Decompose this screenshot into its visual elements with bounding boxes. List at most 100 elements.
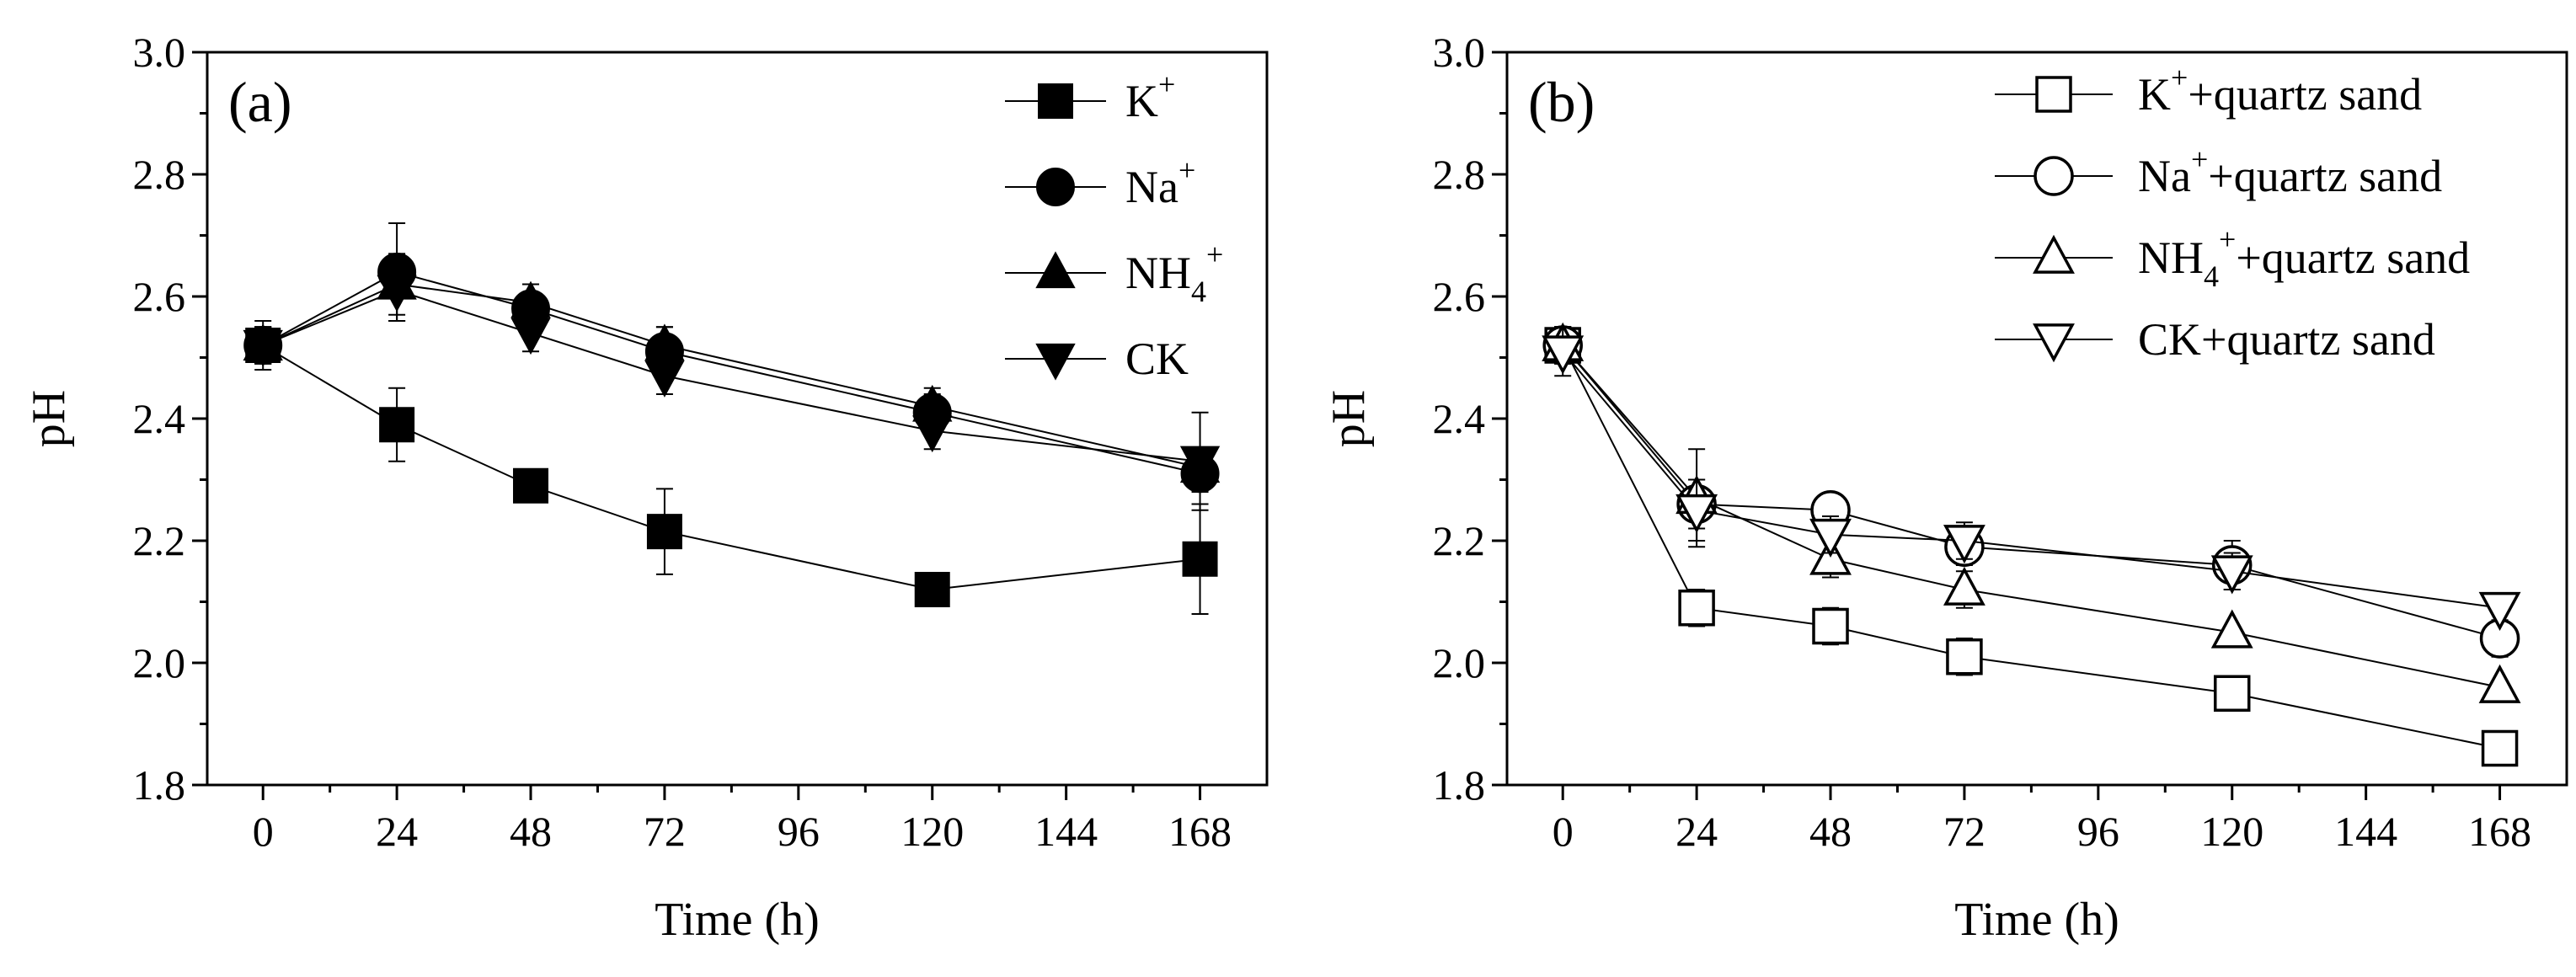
legend-label: K++quartz sand <box>2138 61 2422 120</box>
y-tick-label: 2.4 <box>1433 395 1486 442</box>
x-axis-title: Time (h) <box>1954 894 2119 946</box>
data-point <box>1182 541 1218 577</box>
legend-label-tail: +quartz sand <box>2201 314 2435 365</box>
legend-label-base: NH <box>1125 248 1191 298</box>
data-point <box>1812 607 1849 645</box>
legend-marker <box>1038 83 1073 119</box>
panel-label: (b) <box>1528 70 1595 134</box>
y-tick-label: 2.0 <box>1433 639 1486 686</box>
y-axis-title: pH <box>1323 390 1375 447</box>
legend-label-base: Na <box>2138 151 2191 201</box>
x-tick-label: 0 <box>1553 808 1574 855</box>
y-tick-label: 3.0 <box>1433 29 1486 76</box>
legend-label-sup: + <box>1206 238 1223 271</box>
x-tick-label: 72 <box>1943 808 1985 855</box>
legend-item-2: NH4++quartz sand <box>1995 222 2470 293</box>
x-tick-label: 120 <box>901 808 964 855</box>
legend-label-base: CK <box>2138 314 2201 365</box>
legend-label-sup: + <box>1178 153 1195 187</box>
x-tick-label: 96 <box>778 808 820 855</box>
y-tick-label: 2.0 <box>133 639 186 686</box>
data-point <box>2481 729 2519 767</box>
legend-label: NH4+ <box>1125 238 1223 308</box>
series-line <box>1562 350 2500 609</box>
legend-item-1: Na++quartz sand <box>1995 142 2442 201</box>
data-point <box>1678 590 1715 627</box>
legend-label-base: CK <box>1125 334 1189 384</box>
data-point <box>513 467 549 504</box>
x-tick-label: 72 <box>644 808 686 855</box>
data-point <box>912 415 953 453</box>
x-tick-label: 0 <box>253 808 274 855</box>
x-tick-label: 96 <box>2077 808 2119 855</box>
data-point <box>1675 494 1718 533</box>
data-point <box>1179 446 1221 483</box>
y-tick-label: 2.2 <box>133 517 186 564</box>
legend-label-sup: + <box>2191 142 2208 176</box>
x-tick-label: 24 <box>1675 808 1718 855</box>
x-tick-label: 168 <box>2468 808 2531 855</box>
data-point <box>2478 591 2521 631</box>
y-axis-title: pH <box>23 390 75 447</box>
legend-label-base: NH <box>2138 232 2204 283</box>
y-tick-label: 2.2 <box>1433 517 1486 564</box>
data-point <box>377 275 417 312</box>
legend-marker <box>2035 76 2072 113</box>
x-tick-label: 144 <box>1034 808 1098 855</box>
legend-label-tail: +quartz sand <box>2188 69 2422 120</box>
data-point <box>2210 609 2253 649</box>
x-tick-label: 144 <box>2334 808 2397 855</box>
legend-label: Na++quartz sand <box>2138 142 2442 201</box>
data-point <box>243 329 283 367</box>
series-line <box>1562 344 2500 688</box>
data-point <box>1946 638 1983 675</box>
series-line <box>262 283 1200 468</box>
y-tick-label: 2.4 <box>133 395 186 442</box>
series-line <box>262 270 1200 475</box>
series-3 <box>1542 326 2521 631</box>
data-point <box>1943 525 1985 564</box>
series-0 <box>245 326 1218 615</box>
legend-label-base: K <box>2138 69 2171 120</box>
legend-label-sup: + <box>2219 222 2236 256</box>
x-tick-label: 168 <box>1168 808 1232 855</box>
x-tick-label: 48 <box>1809 808 1852 855</box>
data-point <box>644 360 685 398</box>
legend-item-3: CK+quartz sand <box>1995 314 2435 365</box>
data-point <box>2210 555 2253 595</box>
legend-marker <box>1036 168 1075 206</box>
data-point <box>1809 518 1852 558</box>
data-point <box>1943 566 1985 606</box>
series-line <box>262 289 1200 462</box>
data-point <box>2213 675 2251 712</box>
legend-item-3: CK <box>1005 334 1189 384</box>
legend-label-base: K <box>1125 76 1158 126</box>
y-tick-label: 2.6 <box>133 273 186 320</box>
y-tick-label: 2.6 <box>1433 273 1486 320</box>
data-point <box>914 572 950 607</box>
plot-frame <box>206 51 1269 787</box>
legend-item-0: K++quartz sand <box>1995 61 2422 120</box>
legend-marker <box>2033 323 2075 363</box>
data-point <box>2478 664 2521 703</box>
legend-label-sub: 4 <box>1191 275 1206 308</box>
legend-label: Na+ <box>1125 153 1195 212</box>
legend-label-tail: +quartz sand <box>2208 151 2442 201</box>
series-3 <box>243 259 1221 511</box>
data-point <box>646 514 682 550</box>
data-point <box>379 407 415 443</box>
x-tick-label: 48 <box>510 808 552 855</box>
legend: K+Na+NH4+CK <box>1005 67 1223 384</box>
legend-marker <box>1035 343 1076 381</box>
legend-label-base: Na <box>1125 162 1178 212</box>
y-tick-label: 2.8 <box>1433 151 1486 198</box>
y-tick-label: 3.0 <box>133 29 186 76</box>
series-line <box>1562 344 2500 750</box>
y-tick-label: 1.8 <box>133 761 186 809</box>
chart-panel-a: 1.8 2.0 2.2 2.4 2.6 2.8 3.0 0 24 48 72 96 120 144 168 T… <box>23 29 1269 946</box>
legend-item-0: K+ <box>1005 67 1175 126</box>
y-tick-label: 1.8 <box>1433 761 1486 809</box>
x-tick-label: 120 <box>2200 808 2263 855</box>
legend-marker <box>1035 251 1076 289</box>
